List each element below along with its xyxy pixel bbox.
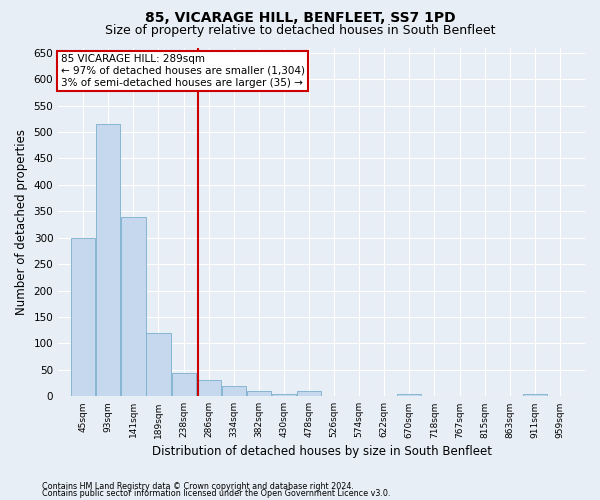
Bar [247,391,271,396]
Text: Contains HM Land Registry data © Crown copyright and database right 2024.: Contains HM Land Registry data © Crown c… [42,482,354,491]
Bar [197,380,221,396]
Bar [523,394,547,396]
Bar [121,216,146,396]
Bar [146,333,170,396]
Text: 85, VICARAGE HILL, BENFLEET, SS7 1PD: 85, VICARAGE HILL, BENFLEET, SS7 1PD [145,12,455,26]
Y-axis label: Number of detached properties: Number of detached properties [15,129,28,315]
Text: 85 VICARAGE HILL: 289sqm
← 97% of detached houses are smaller (1,304)
3% of semi: 85 VICARAGE HILL: 289sqm ← 97% of detach… [61,54,305,88]
Bar [172,372,196,396]
X-axis label: Distribution of detached houses by size in South Benfleet: Distribution of detached houses by size … [152,444,491,458]
Text: Size of property relative to detached houses in South Benfleet: Size of property relative to detached ho… [105,24,495,37]
Text: Contains public sector information licensed under the Open Government Licence v3: Contains public sector information licen… [42,489,391,498]
Bar [272,394,296,396]
Bar [221,386,246,396]
Bar [96,124,121,396]
Bar [71,238,95,396]
Bar [297,391,322,396]
Bar [397,394,421,396]
